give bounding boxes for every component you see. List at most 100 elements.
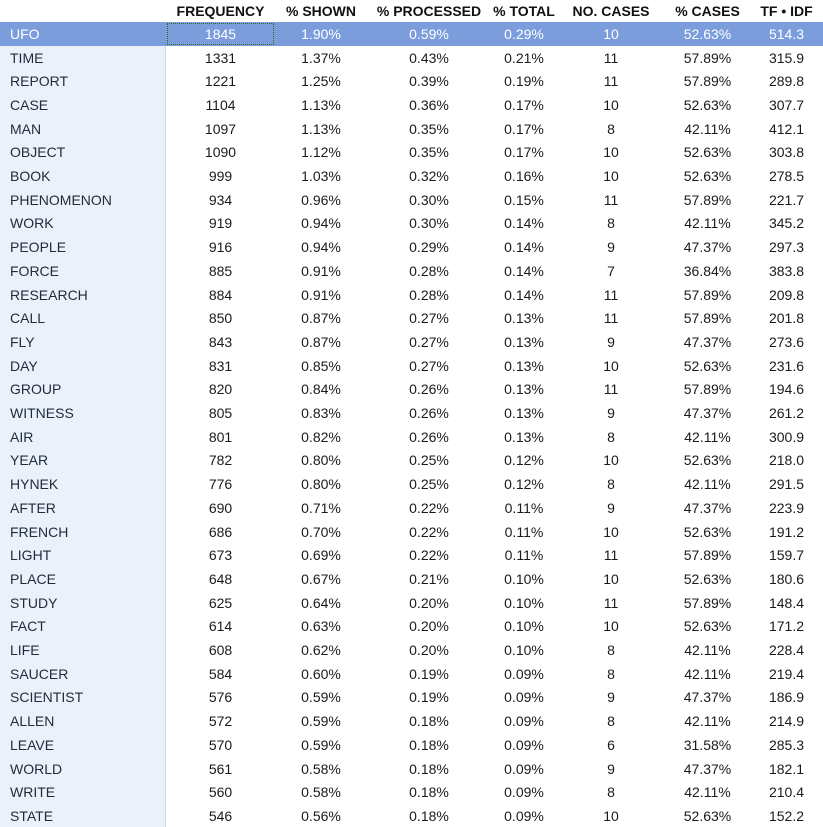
cell-value: 916 — [208, 239, 233, 256]
column-header[interactable]: % TOTAL — [493, 3, 555, 19]
cell-value: 0.14% — [504, 286, 544, 303]
cell-value: 11 — [603, 381, 619, 398]
cell-value: 0.35% — [409, 120, 449, 137]
row-label[interactable]: YEAR — [10, 452, 49, 469]
row-label[interactable]: MAN — [10, 120, 42, 137]
cell-value: 285.3 — [768, 736, 805, 753]
cell-value: 0.21% — [409, 570, 449, 587]
row-label[interactable]: BOOK — [10, 168, 51, 185]
row-label[interactable]: SAUCER — [10, 665, 69, 682]
cell-value: 0.09% — [504, 689, 544, 706]
cell-value: 0.26% — [409, 428, 449, 445]
row-label[interactable]: CASE — [10, 96, 49, 113]
cell-value: 9 — [607, 239, 615, 256]
cell-value: 47.37% — [683, 689, 732, 706]
cell-value: 47.37% — [683, 499, 732, 516]
cell-value: 11 — [603, 547, 619, 564]
cell-value: 0.14% — [504, 215, 544, 232]
cell-value: 9 — [607, 689, 615, 706]
row-label[interactable]: WORLD — [10, 760, 63, 777]
row-label[interactable]: HYNEK — [10, 476, 59, 493]
cell-value: 289.8 — [768, 73, 805, 90]
cell-value: 1.12% — [301, 144, 341, 161]
cell-value: 0.70% — [301, 523, 341, 540]
cell-value: 10 — [603, 523, 619, 540]
cell-value: 9 — [607, 499, 615, 516]
cell-value: 52.63% — [683, 96, 732, 113]
cell-value: 0.91% — [301, 262, 341, 279]
cell-value: 42.11% — [684, 476, 731, 493]
row-label[interactable]: LIFE — [10, 642, 40, 659]
cell-value: 572 — [208, 713, 233, 730]
cell-value: 0.10% — [504, 618, 544, 635]
cell-value: 223.9 — [768, 499, 805, 516]
row-label[interactable]: AFTER — [10, 499, 56, 516]
row-label[interactable]: TIME — [10, 49, 44, 66]
cell-value: 0.19% — [409, 665, 449, 682]
cell-value: 231.6 — [768, 357, 805, 374]
cell-value: 1104 — [205, 96, 236, 113]
cell-value: 0.10% — [504, 594, 544, 611]
column-header[interactable]: % SHOWN — [286, 3, 356, 19]
cell-value: 219.4 — [768, 665, 805, 682]
cell-value: 182.1 — [768, 760, 805, 777]
row-label[interactable]: FRENCH — [10, 523, 69, 540]
cell-value: 686 — [208, 523, 233, 540]
row-label[interactable]: PLACE — [10, 570, 56, 587]
row-label[interactable]: GROUP — [10, 381, 62, 398]
cell-value: 0.59% — [301, 713, 341, 730]
cell-value: 0.13% — [504, 310, 544, 327]
cell-value: 1221 — [204, 73, 237, 90]
cell-value: 584 — [208, 665, 233, 682]
cell-value: 52.63% — [683, 618, 732, 635]
cell-value: 0.59% — [301, 736, 341, 753]
cell-value: 0.18% — [409, 784, 449, 801]
cell-value: 8 — [607, 428, 615, 445]
cell-value: 315.9 — [768, 49, 805, 66]
row-label[interactable]: STATE — [10, 807, 54, 824]
cell-value: 152.2 — [768, 807, 805, 824]
cell-value: 831 — [208, 357, 233, 374]
cell-value: 10 — [603, 570, 619, 587]
cell-value: 0.30% — [409, 191, 449, 208]
column-header[interactable]: NO. CASES — [572, 3, 650, 19]
row-label[interactable]: FACT — [10, 618, 46, 635]
row-label[interactable]: WORK — [10, 215, 54, 232]
row-label[interactable]: RESEARCH — [10, 286, 88, 303]
row-label[interactable]: WRITE — [10, 784, 56, 801]
cell-value: 776 — [208, 476, 233, 493]
row-label[interactable]: OBJECT — [10, 144, 66, 161]
row-label[interactable]: WITNESS — [10, 405, 74, 422]
cell-value: 47.37% — [683, 760, 732, 777]
row-label[interactable]: PEOPLE — [10, 239, 67, 256]
row-label[interactable]: LEAVE — [10, 736, 55, 753]
row-label[interactable]: REPORT — [10, 73, 69, 90]
row-label[interactable]: SCIENTIST — [10, 689, 84, 706]
row-label[interactable]: AIR — [10, 428, 34, 445]
row-label[interactable]: FLY — [10, 333, 35, 350]
row-label[interactable]: DAY — [10, 357, 38, 374]
cell-value: 0.12% — [504, 452, 544, 469]
cell-value: 191.2 — [768, 523, 805, 540]
cell-value: 11 — [603, 49, 619, 66]
cell-value: 148.4 — [768, 594, 805, 611]
column-header[interactable]: FREQUENCY — [176, 3, 265, 19]
column-header[interactable]: % CASES — [675, 3, 740, 19]
row-label[interactable]: CALL — [10, 310, 46, 327]
column-header[interactable]: % PROCESSED — [376, 3, 482, 19]
cell-value: 0.20% — [409, 594, 449, 611]
cell-value: 10 — [603, 96, 619, 113]
row-label[interactable]: PHENOMENON — [10, 191, 112, 208]
cell-value: 57.89% — [683, 49, 732, 66]
cell-value: 782 — [208, 452, 233, 469]
cell-value: 278.5 — [768, 168, 805, 185]
row-label[interactable]: LIGHT — [10, 547, 52, 564]
row-label[interactable]: ALLEN — [10, 713, 55, 730]
cell-value: 885 — [208, 262, 233, 279]
row-label[interactable]: FORCE — [10, 262, 59, 279]
column-header[interactable]: TF • IDF — [760, 3, 813, 19]
cell-value: 843 — [208, 333, 233, 350]
cell-value: 850 — [208, 310, 233, 327]
row-label[interactable]: UFO — [10, 25, 40, 42]
row-label[interactable]: STUDY — [10, 594, 58, 611]
